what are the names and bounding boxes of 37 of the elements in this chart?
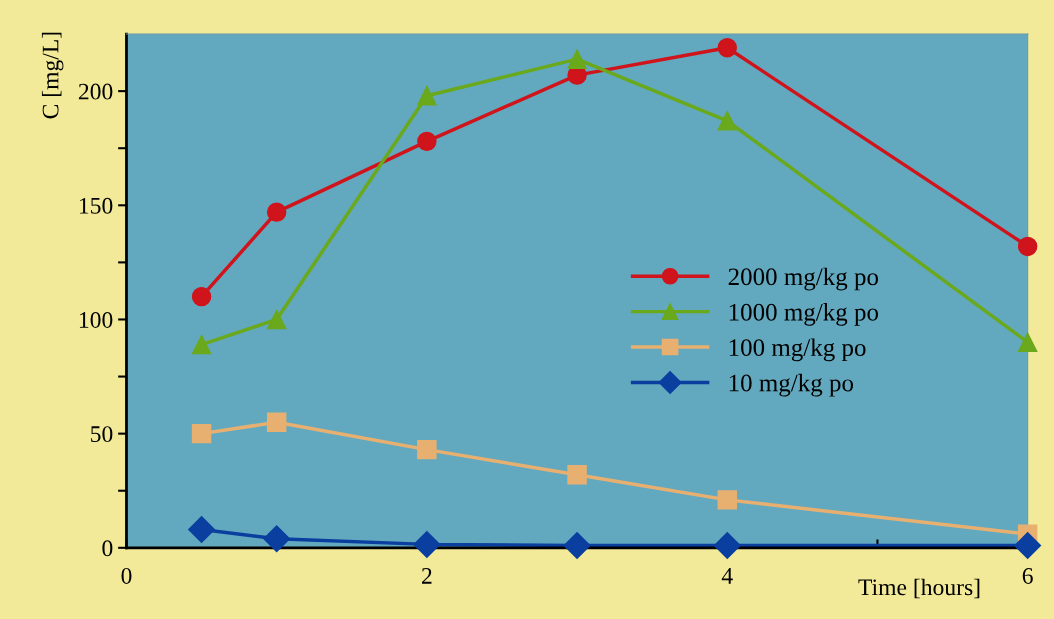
point bbox=[717, 38, 737, 58]
point bbox=[266, 309, 287, 330]
legend-label: 100 mg/kg po bbox=[729, 338, 866, 362]
x-axis-title: Time [hours] bbox=[858, 578, 980, 599]
x-tick-label: 4 bbox=[721, 568, 733, 584]
y-tick-label: 100 bbox=[79, 311, 113, 328]
point bbox=[713, 532, 741, 559]
point bbox=[417, 131, 437, 152]
point bbox=[567, 465, 587, 485]
point bbox=[567, 49, 587, 69]
point bbox=[417, 85, 437, 106]
point bbox=[266, 202, 287, 222]
x-tick-label: 2 bbox=[422, 568, 432, 584]
point bbox=[717, 111, 737, 131]
point bbox=[191, 423, 212, 444]
y-tick-label: 200 bbox=[78, 83, 113, 100]
point bbox=[191, 286, 212, 307]
x-tick-label: 0 bbox=[121, 567, 132, 584]
point bbox=[266, 412, 287, 432]
point bbox=[563, 532, 591, 559]
point bbox=[1017, 332, 1038, 353]
point bbox=[413, 530, 441, 558]
point bbox=[263, 525, 291, 553]
y-tick-label: 50 bbox=[91, 426, 113, 443]
legend-label: 1000 mg/kg po bbox=[729, 303, 879, 326]
y-tick-label: 0 bbox=[102, 540, 113, 557]
x-tick-label: 6 bbox=[1022, 568, 1033, 584]
y-axis-title: C [mg/L] bbox=[41, 32, 64, 119]
point bbox=[417, 439, 437, 460]
point bbox=[191, 334, 212, 355]
legend-label: 10 mg/kg po bbox=[729, 373, 854, 397]
point bbox=[1017, 236, 1038, 257]
y-tick-label: 150 bbox=[79, 197, 113, 214]
point bbox=[188, 516, 216, 544]
legend-label: 2000 mg/kg po bbox=[728, 267, 879, 291]
point bbox=[717, 490, 737, 510]
point bbox=[1014, 532, 1042, 559]
